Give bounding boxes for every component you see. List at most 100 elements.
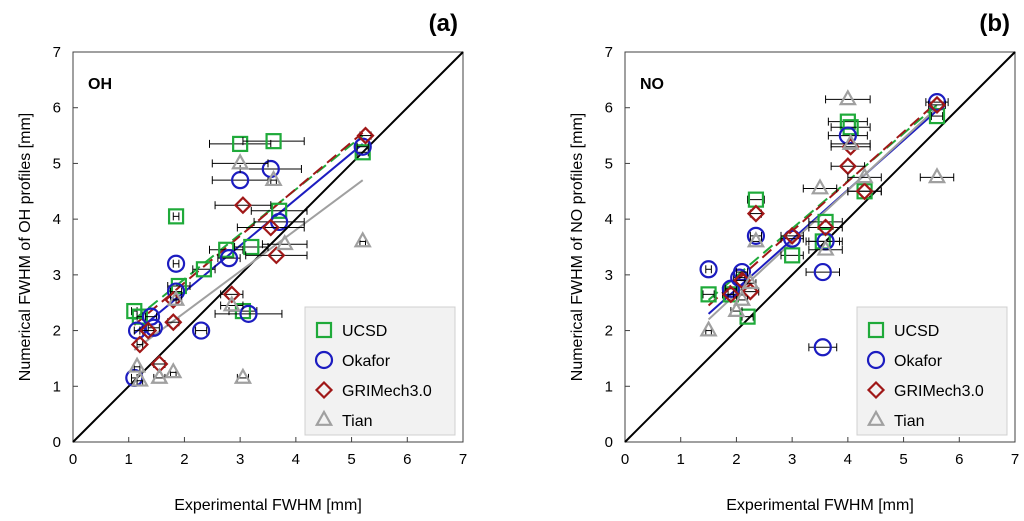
legend-label-ucsd: UCSD <box>342 323 387 340</box>
data-point-okafor <box>813 262 832 282</box>
data-point-grimech30 <box>855 182 874 201</box>
data-point-tian <box>741 272 760 290</box>
y-tick-label: 4 <box>605 211 613 228</box>
legend-marker-grimech30 <box>866 380 886 400</box>
data-point-okafor <box>353 137 372 156</box>
data-point-tian <box>264 169 283 187</box>
data-point-ucsd <box>126 302 143 320</box>
x-tick-label: 5 <box>347 451 355 468</box>
data-point-ucsd <box>218 241 235 258</box>
data-point-okafor <box>746 226 766 245</box>
data-point-okafor <box>699 260 718 279</box>
legend-b: UCSD Okafor GRIMech3.0 Tian <box>856 306 1008 436</box>
data-point-tian <box>699 320 718 337</box>
ticks-a: 0 1 2 3 4 5 6 7 0 1 2 3 4 5 6 7 <box>53 44 468 468</box>
data-point-grimech30 <box>261 218 280 237</box>
data-point-okafor <box>270 212 289 232</box>
x-tick-label: 2 <box>180 451 188 468</box>
y-tick-label: 0 <box>53 434 61 451</box>
y-tick-label: 5 <box>53 155 61 172</box>
data-point-tian <box>353 231 372 248</box>
y-tick-label: 7 <box>605 44 613 61</box>
data-point-grimech30 <box>816 218 835 237</box>
data-point-ucsd <box>817 213 834 231</box>
legend-marker-ucsd <box>315 321 333 339</box>
data-point-grimech30 <box>267 246 286 265</box>
fit-line-okafor <box>707 109 938 315</box>
panel-label-b: (b) <box>979 10 1010 37</box>
x-tick-label: 6 <box>403 451 411 468</box>
data-point-tian <box>130 370 149 387</box>
fit-line-ucsd <box>707 104 938 301</box>
data-point-grimech30 <box>222 285 241 304</box>
legend-a: UCSD Okafor GRIMech3.0 Tian <box>304 306 456 436</box>
data-marks-b <box>699 89 955 357</box>
data-point-tian <box>222 295 241 312</box>
x-tick-label: 1 <box>125 451 133 468</box>
data-point-tian <box>841 133 860 150</box>
legend-label-tian: Tian <box>342 413 373 430</box>
data-point-okafor <box>783 229 802 248</box>
legend-label-ucsd: UCSD <box>894 323 939 340</box>
y-tick-label: 0 <box>605 434 613 451</box>
x-tick-label: 0 <box>69 451 77 468</box>
fit-line-grimech30 <box>133 132 364 326</box>
x-tick-label: 4 <box>844 451 852 468</box>
data-point-okafor <box>166 254 186 273</box>
data-point-grimech30 <box>783 226 802 245</box>
data-point-grimech30 <box>233 196 252 215</box>
legend-marker-okafor <box>866 350 886 370</box>
data-point-tian <box>150 367 169 384</box>
y-axis-label-a: Numerical FWHM of OH profiles [mm] <box>17 113 34 381</box>
fit-line-grimech30 <box>707 101 938 307</box>
y-tick-label: 6 <box>605 100 613 117</box>
data-point-ucsd <box>167 208 185 225</box>
legend-marker-grimech30 <box>314 380 334 400</box>
x-tick-label: 4 <box>292 451 300 468</box>
data-point-okafor <box>239 304 258 323</box>
data-point-tian <box>727 300 746 317</box>
data-point-tian <box>855 167 874 184</box>
data-point-ucsd <box>232 135 249 153</box>
legend-marker-tian <box>866 409 886 426</box>
data-point-tian <box>275 233 294 251</box>
data-point-tian <box>732 289 752 306</box>
data-point-ucsd <box>700 286 717 303</box>
legend-marker-ucsd <box>867 321 885 339</box>
data-point-okafor <box>813 338 832 357</box>
data-point-tian <box>927 167 947 184</box>
y-tick-label: 2 <box>605 323 613 340</box>
data-point-grimech30 <box>927 95 947 114</box>
inset-label-b: NO <box>640 76 664 93</box>
fit-line-okafor <box>133 143 364 335</box>
data-point-tian <box>233 367 253 384</box>
y-tick-label: 3 <box>605 267 613 284</box>
data-point-grimech30 <box>356 126 375 145</box>
data-point-okafor <box>219 249 239 268</box>
data-point-ucsd <box>271 202 288 219</box>
data-point-ucsd <box>784 247 801 264</box>
data-point-grimech30 <box>746 204 765 223</box>
x-axis-label-b: Experimental FWHM [mm] <box>726 497 914 514</box>
x-tick-label: 3 <box>236 451 244 468</box>
data-point-ucsd <box>265 133 282 150</box>
data-point-tian <box>838 89 857 106</box>
x-tick-label: 7 <box>459 451 467 468</box>
y-axis-label-b: Numerical FWHM of NO profiles [mm] <box>569 113 586 381</box>
inset-label-a: OH <box>88 76 112 93</box>
data-point-tian <box>166 289 186 306</box>
y-tick-label: 3 <box>53 267 61 284</box>
legend-label-okafor: Okafor <box>342 353 391 370</box>
data-point-tian <box>164 362 183 379</box>
y-tick-label: 5 <box>605 155 613 172</box>
data-point-grimech30 <box>139 321 158 340</box>
plot-frame-b <box>624 51 1016 443</box>
x-tick-label: 2 <box>732 451 740 468</box>
data-point-ucsd <box>243 238 260 256</box>
data-marks-a <box>125 126 375 388</box>
y-tick-label: 6 <box>53 100 61 117</box>
panel-label-a: (a) <box>429 10 458 37</box>
legend-marker-okafor <box>314 350 334 370</box>
legend-label-tian: Tian <box>894 413 925 430</box>
